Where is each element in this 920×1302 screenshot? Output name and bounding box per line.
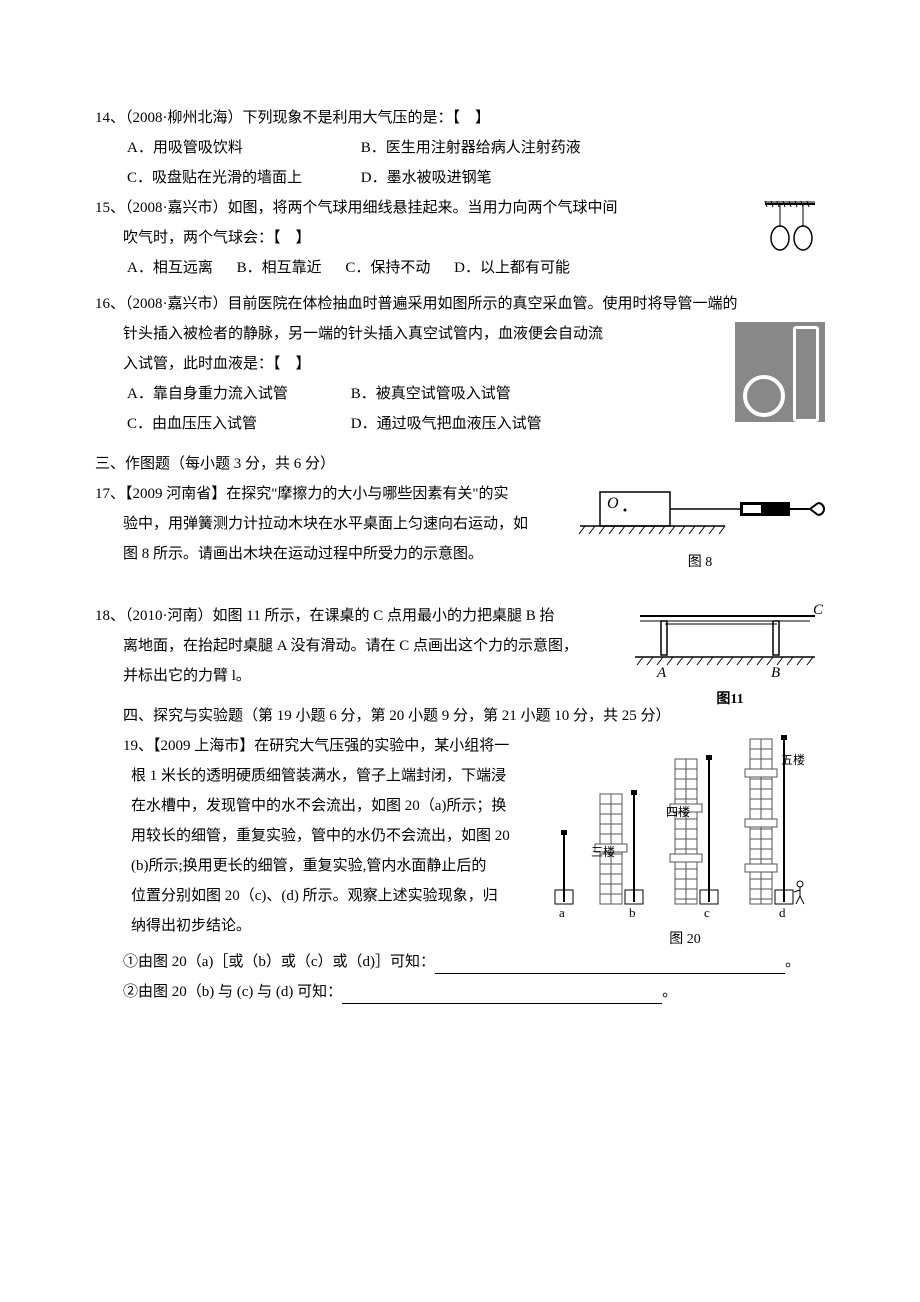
question-16: 16、（2008·嘉兴市）目前医院在体检抽血时普遍采用如图所示的真空采血管。使用…: [95, 292, 825, 442]
question-14: 14、（2008·柳州北海）下列现象不是利用大气压的是：【 】 A．用吸管吸饮料…: [95, 106, 825, 190]
q15-stem-line1: 15、（2008·嘉兴市）如图，将两个气球用细线悬挂起来。当用力向两个气球中间: [95, 196, 825, 220]
q17-caption: 图 8: [575, 552, 825, 574]
q14-opt-c: C．吸盘贴在光滑的墙面上: [127, 166, 337, 190]
q15-opt-c: C．保持不动: [345, 256, 430, 280]
q14-options-row1: A．用吸管吸饮料 B．医生用注射器给病人注射药液: [95, 136, 825, 160]
q16-opt-c: C．由血压压入试管: [127, 412, 327, 436]
question-18: C A B 图11 18、（2010·河南）如图 11 所示，在: [95, 604, 825, 694]
blank-line[interactable]: [342, 988, 662, 1004]
q18-figure: C A B 图11: [635, 604, 825, 684]
q16-figure: [735, 322, 825, 422]
q14-opt-d: D．墨水被吸进钢笔: [361, 166, 492, 190]
question-19: a 三楼 b: [95, 734, 825, 1004]
q15-opt-d: D．以上都有可能: [454, 256, 570, 280]
block-spring-icon: O: [575, 482, 825, 542]
q18-stem1: 如图 11 所示，在课桌的 C 点用最小的力把桌腿 B 抬: [213, 608, 555, 624]
q14-opt-b: B．医生用注射器给病人注射药液: [361, 136, 581, 160]
q15-opt-a: A．相互远离: [127, 256, 213, 280]
q14-stem-text: 下列现象不是利用大气压的是：【 】: [243, 110, 491, 126]
q16-stem-line2: 针头插入被检者的静脉，另一端的针头插入真空试管内，血液便会自动流: [95, 322, 825, 346]
tube-vial-icon: [793, 326, 819, 422]
q17-label-o: O: [607, 495, 619, 512]
q19-sub2: ②由图 20（b) 与 (c) 与 (d) 可知：。: [95, 980, 825, 1004]
q15-opt-b: B．相互靠近: [237, 256, 322, 280]
q19-label-d: d: [779, 905, 786, 919]
q19-label-f3: 三楼: [591, 844, 615, 859]
q19-label-c: c: [704, 905, 710, 919]
q16-stem-line3: 入试管，此时血液是：【 】: [95, 352, 825, 376]
q14-number: 14、: [95, 110, 125, 126]
q14-opt-a: A．用吸管吸饮料: [127, 136, 337, 160]
q19-sub2-text: ②由图 20（b) 与 (c) 与 (d) 可知：: [123, 984, 342, 1000]
q16-opt-b: B．被真空试管吸入试管: [351, 382, 511, 406]
q18-label-a: A: [656, 665, 667, 679]
q19-figure: a 三楼 b: [545, 734, 825, 934]
section-3-heading: 三、作图题（每小题 3 分，共 6 分）: [95, 452, 825, 476]
q15-source: （2008·嘉兴市）: [125, 200, 228, 216]
q18-source: （2010·河南）: [125, 608, 213, 624]
q16-options-row2: C．由血压压入试管 D．通过吸气把血液压入试管: [95, 412, 825, 436]
q17-figure: O 图 8: [575, 482, 825, 552]
q16-stem1: 目前医院在体检抽血时普遍采用如图所示的真空采血管。使用时将导管一端的: [228, 296, 738, 312]
question-15: 15、（2008·嘉兴市）如图，将两个气球用细线悬挂起来。当用力向两个气球中间 …: [95, 196, 825, 286]
q17-stem1: 在探究"摩擦力的大小与哪些因素有关"的实: [226, 486, 508, 502]
q18-number: 18、: [95, 608, 125, 624]
q19-stem1: 在研究大气压强的实验中，某小组将一: [254, 738, 509, 754]
q19-caption: 图 20: [545, 929, 825, 951]
q19-label-b: b: [629, 905, 636, 919]
q15-stem1: 如图，将两个气球用细线悬挂起来。当用力向两个气球中间: [228, 200, 618, 216]
q19-sub1: ①由图 20（a)［或（b）或（c）或（d)］可知：。: [95, 950, 825, 974]
tube-loop-icon: [743, 375, 785, 417]
q14-source: （2008·柳州北海）: [125, 110, 243, 126]
desk-icon: C A B: [635, 604, 825, 679]
q19-number: 19、: [123, 738, 153, 754]
q16-options-row1: A．靠自身重力流入试管 B．被真空试管吸入试管: [95, 382, 825, 406]
q16-opt-a: A．靠自身重力流入试管: [127, 382, 327, 406]
q19-label-a: a: [559, 905, 565, 919]
q19-label-f4: 四楼: [666, 804, 690, 819]
q17-source: 【2009 河南省】: [125, 486, 226, 502]
q16-number: 16、: [95, 296, 125, 312]
q19-sub1-text: ①由图 20（a)［或（b）或（c）或（d)］可知：: [123, 954, 435, 970]
q15-number: 15、: [95, 200, 125, 216]
atm-pressure-icon: a 三楼 b: [545, 734, 825, 919]
q15-figure: [755, 196, 825, 266]
balloons-icon: [755, 196, 825, 266]
q19-source: 【2009 上海市】: [153, 738, 254, 754]
q15-options: A．相互远离 B．相互靠近 C．保持不动 D．以上都有可能: [95, 256, 825, 280]
q16-opt-d: D．通过吸气把血液压入试管: [351, 412, 542, 436]
q17-number: 17、: [95, 486, 125, 502]
q18-label-b: B: [771, 665, 780, 679]
blank-line[interactable]: [435, 958, 785, 974]
q15-stem-line2: 吹气时，两个气球会：【 】: [95, 226, 825, 250]
q18-caption: 图11: [635, 689, 825, 711]
q16-stem-line1: 16、（2008·嘉兴市）目前医院在体检抽血时普遍采用如图所示的真空采血管。使用…: [95, 292, 825, 316]
q19-label-f5: 五楼: [781, 752, 805, 767]
q14-options-row2: C．吸盘贴在光滑的墙面上 D．墨水被吸进钢笔: [95, 166, 825, 190]
q14-stem: 14、（2008·柳州北海）下列现象不是利用大气压的是：【 】: [95, 106, 825, 130]
question-17: O 图 8 17、【2009 河南省】在探究"摩擦力的大小与哪些: [95, 482, 825, 572]
q16-source: （2008·嘉兴市）: [125, 296, 228, 312]
